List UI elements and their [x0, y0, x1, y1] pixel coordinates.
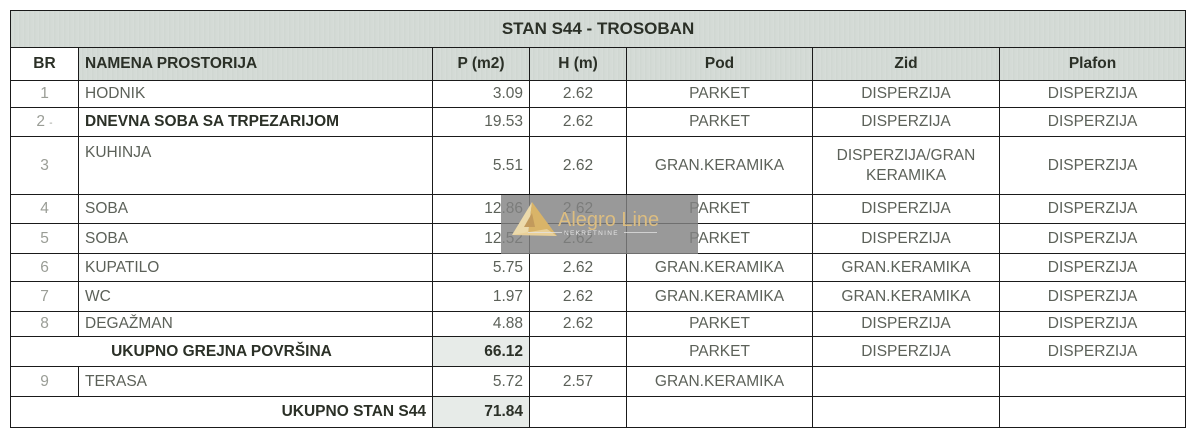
- svg-text:NEKRETNINE: NEKRETNINE: [564, 230, 619, 237]
- svg-text:Alegro Line: Alegro Line: [558, 209, 659, 231]
